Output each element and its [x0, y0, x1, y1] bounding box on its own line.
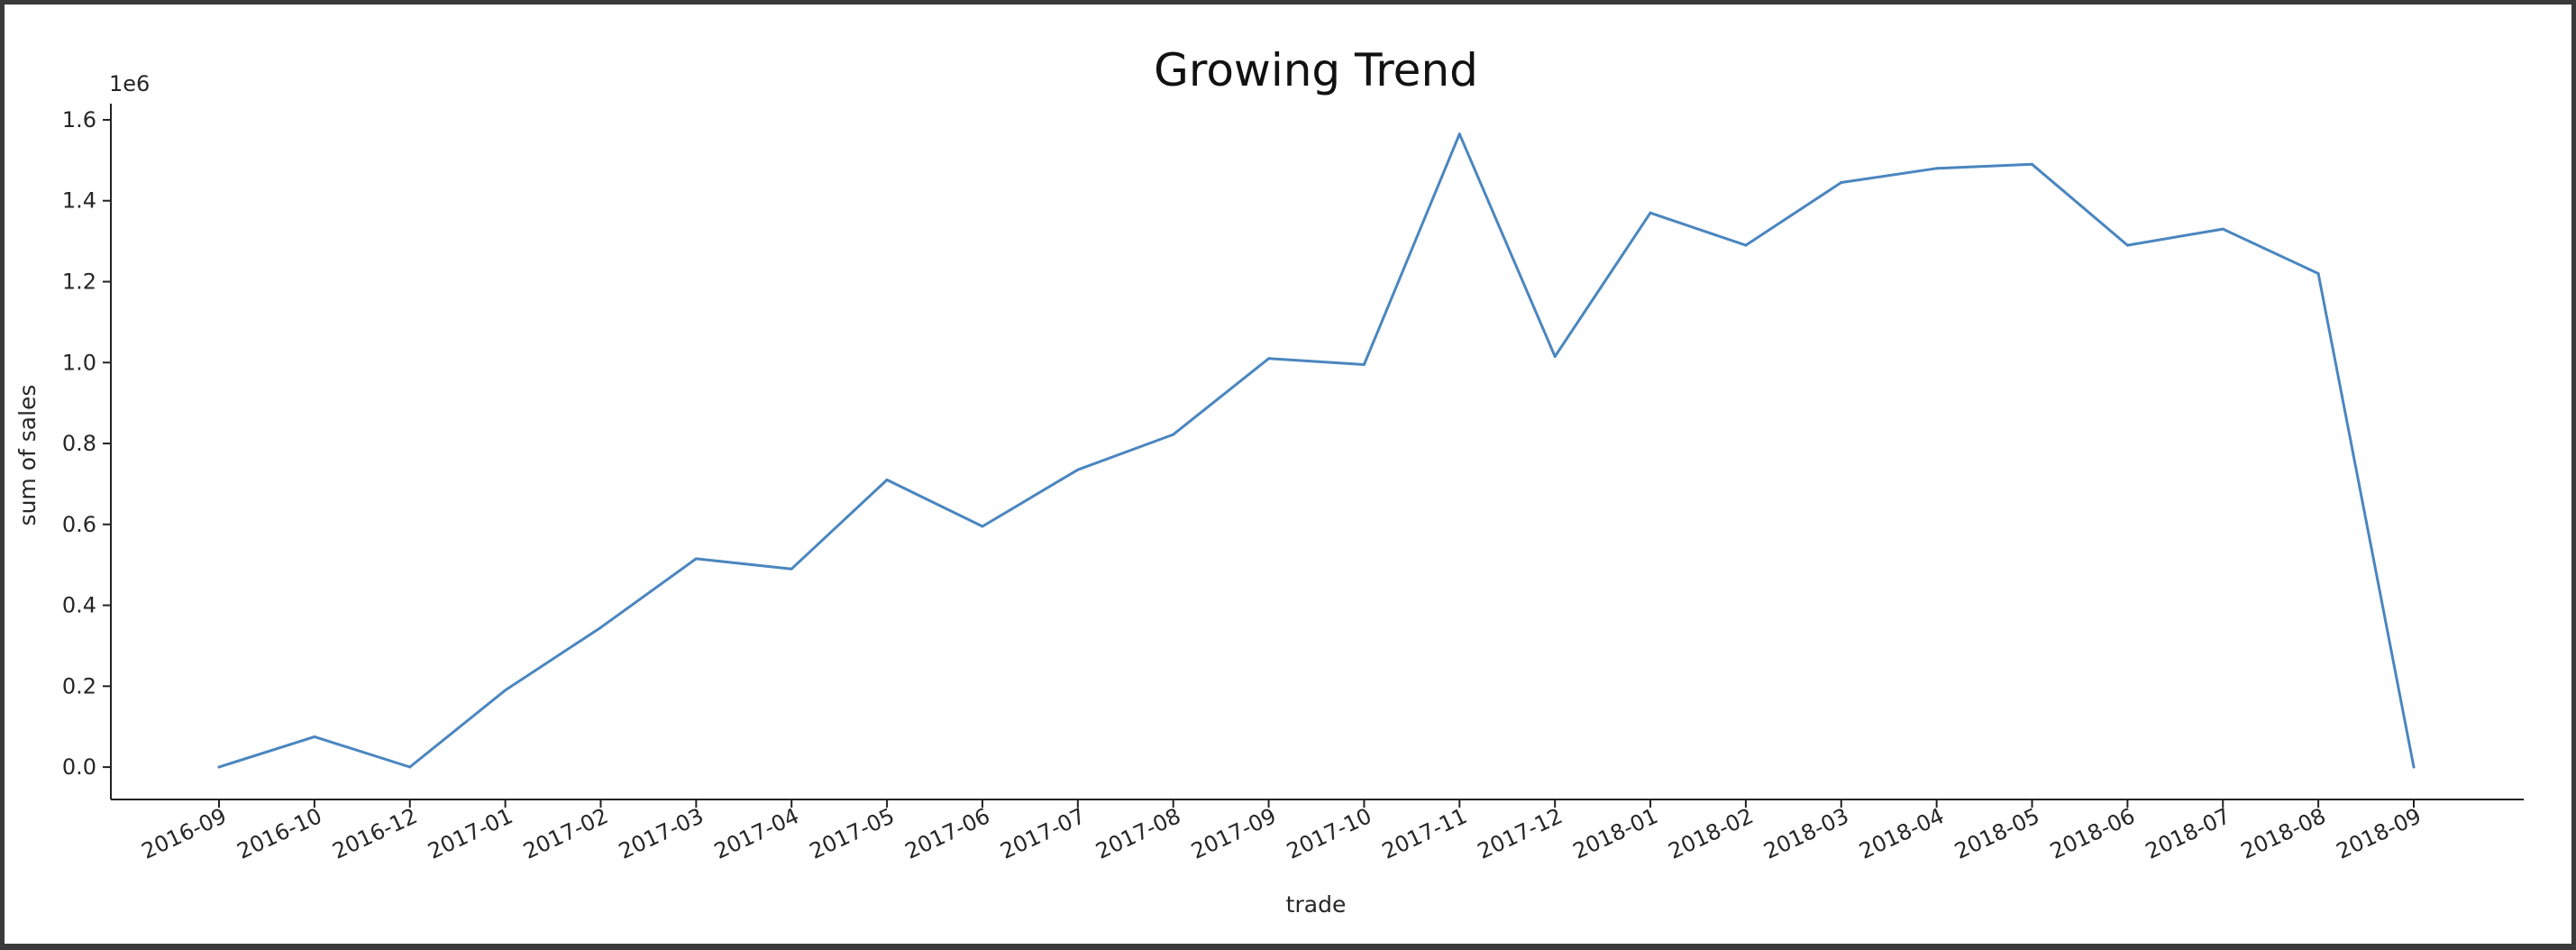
- x-tick-label: 2018-09: [2333, 803, 2425, 864]
- data-point: [504, 689, 507, 692]
- x-tick-label: 2017-09: [1187, 803, 1280, 864]
- x-axis-title: trade: [1286, 891, 1347, 918]
- x-tick-label: 2017-11: [1378, 803, 1471, 864]
- data-point: [2125, 243, 2129, 247]
- x-tick-label: 2017-04: [710, 803, 803, 864]
- series-group: [217, 132, 2416, 769]
- x-tick-label: 2016-09: [138, 803, 231, 864]
- x-tick-label: 2017-08: [1092, 803, 1185, 864]
- y-tick-label: 0.6: [62, 512, 96, 537]
- y-tick-label: 1.2: [62, 269, 96, 294]
- data-point: [2316, 272, 2320, 276]
- data-point: [1935, 167, 1939, 170]
- y-tick-label: 1.0: [62, 350, 96, 375]
- y-tick-label: 0.0: [62, 754, 96, 780]
- y-tick-label: 0.2: [62, 673, 96, 699]
- x-tick-label: 2017-10: [1283, 803, 1375, 864]
- x-tick-label: 2017-05: [806, 803, 899, 864]
- y-axis-title: sum of sales: [14, 385, 41, 526]
- x-tick-label: 2018-02: [1665, 803, 1758, 864]
- data-point: [1457, 132, 1461, 136]
- data-point: [1553, 355, 1557, 359]
- data-point: [981, 525, 984, 528]
- series-line: [217, 132, 2416, 769]
- x-tick-label: 2017-03: [615, 803, 708, 864]
- data-point: [1840, 181, 1843, 185]
- data-point: [1076, 468, 1080, 471]
- x-tick-label: 2018-05: [1950, 803, 2043, 864]
- data-point: [2031, 162, 2034, 166]
- x-tick-label: 2017-02: [519, 803, 612, 864]
- x-tick-label: 2017-12: [1474, 803, 1567, 864]
- data-point: [790, 567, 793, 571]
- data-point: [1267, 357, 1271, 361]
- x-tick-label: 2018-03: [1760, 803, 1853, 864]
- data-point: [2221, 227, 2224, 231]
- x-tick-label: 2018-04: [1855, 803, 1948, 864]
- x-tick-label: 2017-06: [901, 803, 994, 864]
- data-point: [694, 557, 698, 561]
- data-point: [313, 735, 316, 738]
- chart-title: Growing Trend: [1154, 44, 1478, 96]
- y-offset-label: 1e6: [109, 71, 150, 96]
- x-tick-label: 2017-01: [424, 803, 516, 864]
- y-tick-label: 0.4: [62, 593, 96, 618]
- data-point: [217, 765, 221, 769]
- data-point: [408, 765, 412, 769]
- chart-frame: Growing Trend 1e6 sum of sales trade 0.0…: [5, 5, 2571, 944]
- data-point: [1649, 211, 1652, 215]
- data-point: [598, 626, 602, 629]
- y-ticks: 0.0 0.2 0.4 0.6 0.8 1.0 1.2 1.4 1.6: [62, 107, 111, 780]
- data-point: [1362, 363, 1366, 366]
- data-point: [2412, 765, 2416, 769]
- x-tick-label: 2018-06: [2046, 803, 2139, 864]
- x-tick-label: 2018-07: [2142, 803, 2234, 864]
- x-tick-label: 2016-12: [329, 803, 422, 864]
- line-chart: Growing Trend 1e6 sum of sales trade 0.0…: [14, 44, 2524, 918]
- data-point: [1744, 243, 1748, 247]
- y-tick-label: 0.8: [62, 431, 96, 456]
- x-tick-label: 2017-07: [997, 803, 1090, 864]
- y-tick-label: 1.6: [62, 107, 96, 132]
- x-ticks: 2016-09 2016-10 2016-12 2017-01 2017-02 2017-…: [138, 799, 2425, 864]
- x-tick-label: 2018-01: [1569, 803, 1662, 864]
- x-tick-label: 2016-10: [233, 803, 326, 864]
- y-tick-label: 1.4: [62, 188, 96, 214]
- axes: [110, 104, 2524, 800]
- data-point: [1172, 433, 1175, 436]
- x-tick-label: 2018-08: [2237, 803, 2330, 864]
- data-point: [885, 478, 889, 481]
